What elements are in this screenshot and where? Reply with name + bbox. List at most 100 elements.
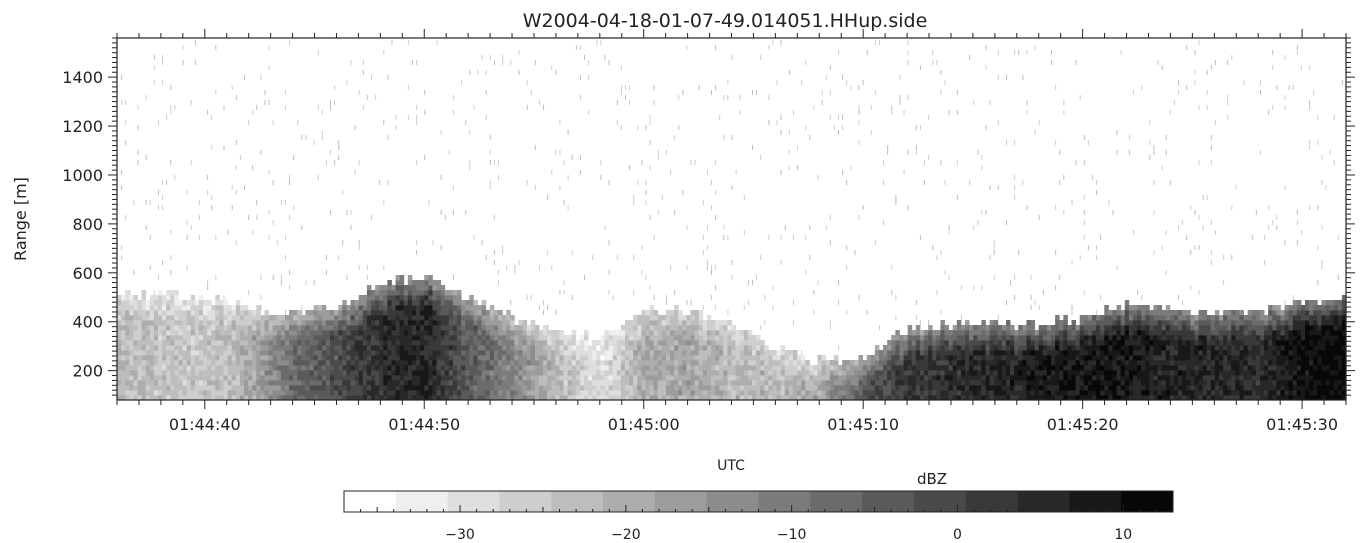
echo-cell — [432, 320, 437, 326]
echo-cell — [817, 370, 823, 376]
echo-cell — [1165, 385, 1171, 391]
echo-cell — [682, 365, 687, 371]
echo-cell — [637, 365, 642, 371]
echo-cell — [739, 345, 745, 351]
echo-cell — [448, 330, 454, 336]
echo-cell — [878, 355, 884, 361]
echo-cell — [366, 300, 372, 306]
noise-speckle — [588, 75, 590, 80]
echo-cell — [1116, 350, 1122, 356]
echo-cell — [497, 310, 503, 316]
echo-cell — [489, 305, 495, 311]
echo-cell — [170, 365, 175, 371]
echo-cell — [354, 340, 360, 346]
echo-cell — [203, 350, 208, 356]
echo-cell — [457, 390, 462, 396]
echo-cell — [354, 345, 360, 351]
echo-cell — [362, 320, 368, 326]
echo-cell — [121, 340, 126, 346]
noise-speckle — [506, 265, 508, 270]
echo-cell — [821, 390, 827, 396]
echo-cell — [924, 385, 929, 391]
echo-cell — [481, 315, 487, 321]
echo-cell — [354, 305, 360, 311]
echo-cell — [497, 345, 503, 351]
noise-speckle — [608, 270, 610, 275]
echo-cell — [1116, 370, 1122, 376]
noise-speckle — [411, 60, 413, 65]
echo-cell — [756, 340, 761, 346]
noise-speckle — [883, 180, 885, 185]
echo-cell — [903, 360, 909, 366]
noise-speckle — [948, 275, 950, 280]
echo-cell — [264, 330, 269, 336]
echo-cell — [309, 370, 315, 376]
echo-cell — [162, 350, 167, 356]
echo-cell — [1014, 360, 1019, 366]
echo-cell — [231, 340, 237, 346]
echo-cell — [293, 340, 298, 346]
echo-cell — [965, 390, 970, 396]
echo-cell — [1128, 315, 1134, 321]
echo-cell — [1051, 385, 1056, 391]
echo-cell — [715, 320, 720, 326]
echo-cell — [575, 395, 581, 401]
echo-cell — [137, 395, 142, 401]
echo-cell — [543, 355, 548, 361]
echo-cell — [690, 370, 696, 376]
echo-cell — [194, 365, 200, 371]
echo-cell — [1001, 365, 1007, 371]
echo-cell — [493, 345, 499, 351]
echo-cell — [924, 365, 929, 371]
noise-speckle — [207, 285, 209, 290]
noise-speckle — [1071, 310, 1073, 315]
echo-cell — [338, 305, 343, 311]
echo-cell — [891, 350, 896, 356]
echo-cell — [887, 370, 892, 376]
noise-speckle — [661, 195, 663, 200]
echo-cell — [346, 370, 351, 376]
echo-cell — [432, 290, 437, 296]
echo-cell — [604, 395, 609, 401]
echo-cell — [342, 325, 347, 331]
echo-cell — [457, 315, 462, 321]
echo-cell — [588, 360, 593, 366]
echo-cell — [1165, 365, 1171, 371]
echo-cell — [1132, 330, 1138, 336]
echo-cell — [502, 375, 507, 381]
echo-cell — [620, 370, 626, 376]
noise-speckle — [616, 120, 618, 125]
echo-cell — [747, 345, 753, 351]
echo-cell — [555, 355, 560, 361]
echo-cell — [235, 310, 241, 316]
noise-speckle — [317, 105, 319, 110]
echo-cell — [256, 365, 261, 371]
echo-cell — [727, 340, 732, 346]
echo-cell — [252, 345, 257, 351]
echo-cell — [420, 345, 425, 351]
echo-cell — [1157, 370, 1163, 376]
echo-cell — [833, 370, 839, 376]
echo-cell — [723, 335, 728, 341]
echo-cell — [645, 370, 650, 376]
echo-cell — [764, 345, 769, 351]
echo-cell — [702, 380, 708, 386]
echo-cell — [137, 320, 142, 326]
echo-cell — [538, 365, 544, 371]
echo-cell — [534, 385, 540, 391]
echo-cell — [735, 395, 741, 401]
echo-cell — [534, 330, 540, 336]
echo-cell — [166, 390, 171, 396]
echo-cell — [674, 350, 679, 356]
echo-cell — [280, 330, 286, 336]
echo-cell — [510, 325, 515, 331]
noise-speckle — [444, 215, 446, 220]
echo-cell — [1010, 355, 1015, 361]
echo-cell — [387, 340, 392, 346]
echo-cell — [436, 365, 442, 371]
echo-cell — [723, 350, 728, 356]
noise-speckle — [723, 95, 725, 100]
echo-cell — [1067, 360, 1072, 366]
echo-cell — [756, 395, 761, 401]
echo-cell — [866, 390, 872, 396]
